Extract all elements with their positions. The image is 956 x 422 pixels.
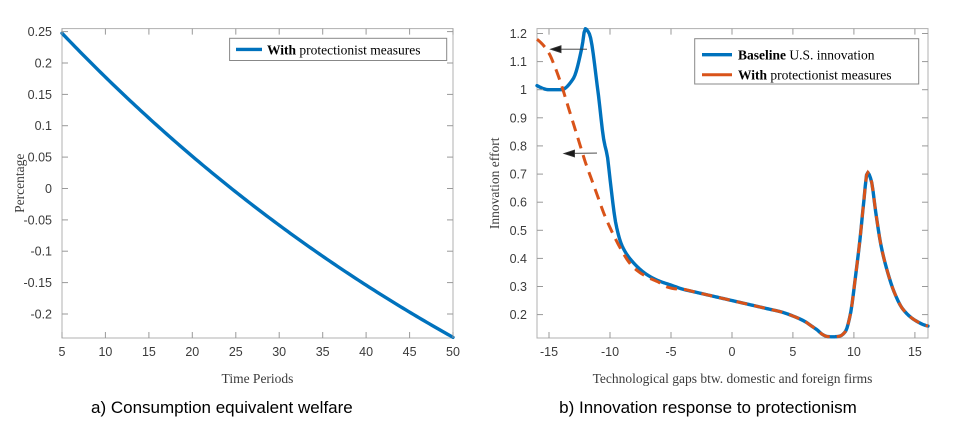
svg-text:1: 1 <box>520 83 527 97</box>
svg-text:0.8: 0.8 <box>510 139 527 153</box>
svg-text:Time Periods: Time Periods <box>222 371 294 386</box>
svg-text:10: 10 <box>98 345 112 359</box>
svg-text:25: 25 <box>229 345 243 359</box>
svg-text:-0.05: -0.05 <box>24 213 53 227</box>
svg-text:0.25: 0.25 <box>28 25 52 39</box>
svg-text:0.2: 0.2 <box>35 57 52 71</box>
svg-text:45: 45 <box>403 345 417 359</box>
svg-text:-0.15: -0.15 <box>24 276 53 290</box>
svg-text:0.6: 0.6 <box>510 196 527 210</box>
svg-text:0.1: 0.1 <box>35 119 52 133</box>
svg-text:-10: -10 <box>601 345 619 359</box>
svg-text:Technological gaps btw. domest: Technological gaps btw. domestic and for… <box>593 371 873 386</box>
svg-text:10: 10 <box>847 345 861 359</box>
svg-text:Baseline U.S. innovation: Baseline U.S. innovation <box>738 48 875 63</box>
svg-text:-0.1: -0.1 <box>30 245 52 259</box>
svg-text:Innovation effort: Innovation effort <box>487 137 502 229</box>
svg-text:0: 0 <box>729 345 736 359</box>
svg-text:1.1: 1.1 <box>510 55 527 69</box>
svg-text:15: 15 <box>142 345 156 359</box>
svg-text:30: 30 <box>272 345 286 359</box>
svg-text:0.9: 0.9 <box>510 111 527 125</box>
svg-text:15: 15 <box>908 345 922 359</box>
svg-text:50: 50 <box>446 345 460 359</box>
svg-text:-15: -15 <box>540 345 558 359</box>
svg-text:0.7: 0.7 <box>510 168 527 182</box>
svg-text:0.05: 0.05 <box>28 151 52 165</box>
svg-text:5: 5 <box>59 345 66 359</box>
svg-text:0.2: 0.2 <box>510 308 527 322</box>
svg-text:With protectionist measures: With protectionist measures <box>738 68 891 83</box>
svg-text:Percentage: Percentage <box>12 154 27 213</box>
svg-text:0.5: 0.5 <box>510 224 527 238</box>
svg-text:1.2: 1.2 <box>510 27 527 41</box>
svg-text:-5: -5 <box>665 345 676 359</box>
svg-text:40: 40 <box>359 345 373 359</box>
svg-text:5: 5 <box>789 345 796 359</box>
svg-text:0: 0 <box>45 182 52 196</box>
svg-text:0.15: 0.15 <box>28 88 52 102</box>
svg-text:35: 35 <box>316 345 330 359</box>
svg-text:0.4: 0.4 <box>510 252 527 266</box>
svg-text:20: 20 <box>185 345 199 359</box>
svg-text:With protectionist measures: With protectionist measures <box>267 43 420 58</box>
svg-text:0.3: 0.3 <box>510 280 527 294</box>
svg-text:-0.2: -0.2 <box>30 308 52 322</box>
